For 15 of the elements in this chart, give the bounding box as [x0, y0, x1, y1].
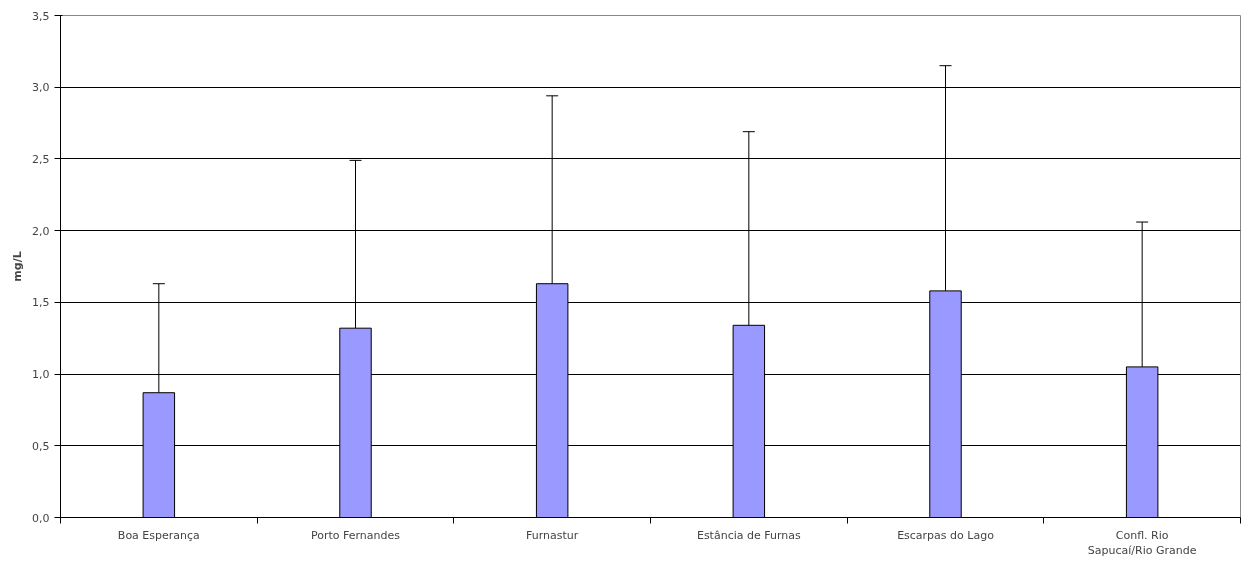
x-tick-label: Porto Fernandes	[310, 528, 401, 542]
x-tick-label: Confl. Rio Sapucaí/Rio Grande	[1087, 528, 1197, 558]
y-tick-label: 1,5	[32, 296, 50, 310]
y-tick-label: 3,0	[32, 81, 50, 95]
y-tick-label: 0,5	[32, 439, 50, 453]
y-tick-label: 0,0	[32, 511, 50, 525]
y-tick-label: 2,0	[32, 224, 50, 238]
y-tick-label: 2,5	[32, 152, 50, 166]
x-tick-label: Escarpas do Lago	[897, 528, 995, 542]
x-tick-label: Furnastur	[526, 528, 579, 542]
y-tick-label: 1,0	[32, 368, 50, 382]
y-axis-title: mg/L	[11, 251, 25, 282]
x-tick-label: Estância de Furnas	[696, 528, 801, 542]
x-tick-label: Boa Esperança	[117, 528, 200, 542]
y-tick-label: 3,5	[32, 9, 50, 23]
